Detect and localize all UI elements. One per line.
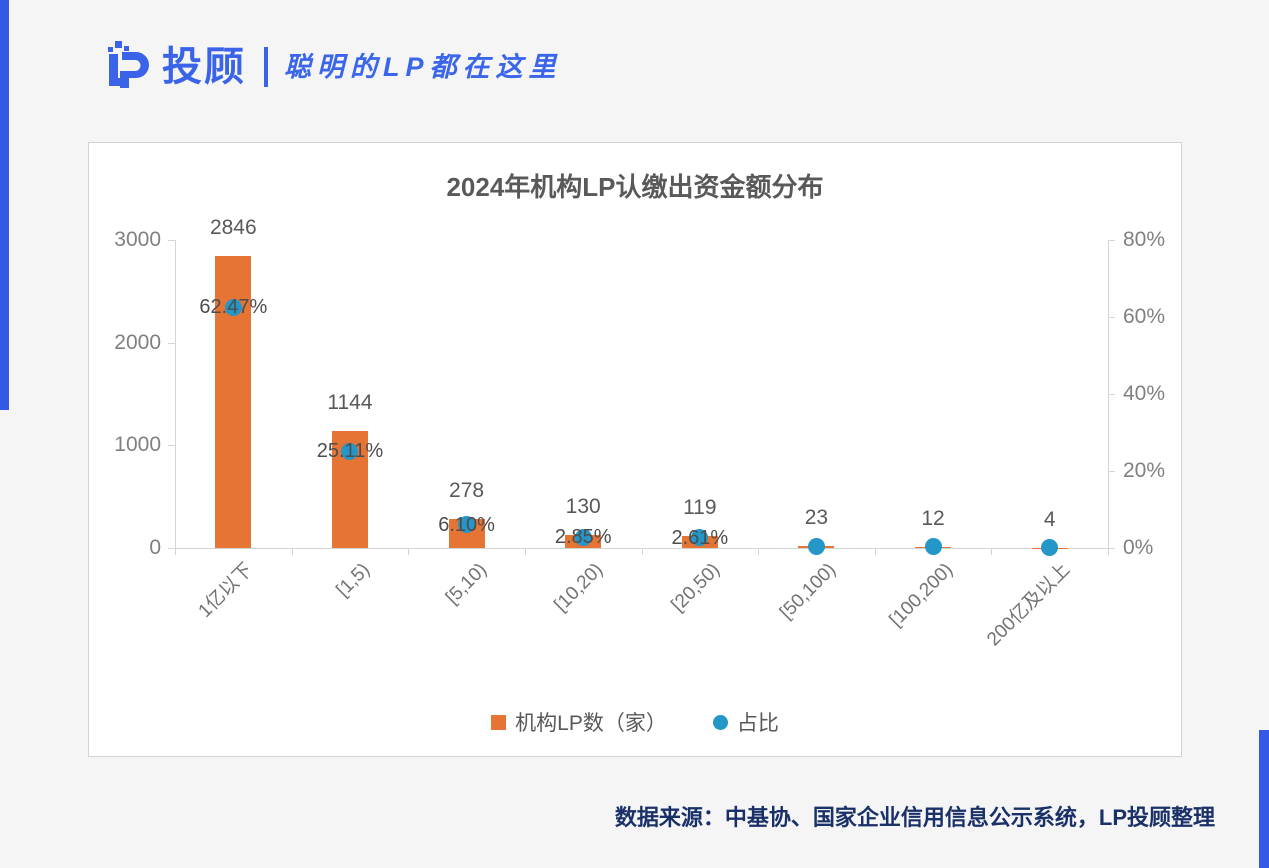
x-axis-tick bbox=[874, 549, 876, 555]
brand-logo: 投顾 聪明的LP都在这里 bbox=[100, 38, 562, 96]
right-axis-tick-label: 20% bbox=[1123, 459, 1166, 482]
legend-item-percentage[interactable]: 占比 bbox=[712, 707, 779, 737]
percentage-dot bbox=[691, 529, 709, 547]
x-axis-tick bbox=[758, 549, 760, 555]
left-axis-line bbox=[175, 240, 176, 548]
left-accent-bar bbox=[0, 0, 9, 410]
left-axis-tick bbox=[168, 548, 175, 549]
right-accent-bar bbox=[1259, 730, 1269, 868]
percentage-label: 2.61% bbox=[671, 526, 729, 549]
logo-wordmark: 投顾 bbox=[162, 45, 246, 89]
right-axis-tick-label: 60% bbox=[1123, 305, 1166, 328]
x-axis-tick bbox=[291, 549, 293, 555]
chart-card: 2024年机构LP认缴出资金额分布 0 1000 2000 3000 0% 20% 40% 6… bbox=[88, 142, 1182, 757]
chart-title: 2024年机构LP认缴出资金额分布 bbox=[446, 172, 824, 202]
bar-value-label: 278 bbox=[449, 479, 485, 503]
lp-logo-icon bbox=[100, 38, 156, 96]
percentage-label: 6.10% bbox=[438, 513, 495, 536]
right-axis-tick bbox=[1108, 240, 1115, 241]
percentage-dot bbox=[1041, 539, 1059, 557]
x-axis-tick bbox=[991, 549, 993, 555]
bar-value-label: 2846 bbox=[209, 215, 257, 239]
plot-area: 0 1000 2000 3000 0% 20% 40% 60% 80% 2846 62.47% 1亿以… bbox=[89, 143, 1181, 756]
logo-divider bbox=[264, 47, 268, 87]
left-axis-tick-label: 1000 bbox=[114, 433, 161, 457]
percentage-dot bbox=[574, 528, 592, 546]
dot-series-swatch bbox=[712, 714, 728, 730]
x-axis-line bbox=[175, 548, 1108, 549]
left-axis-tick bbox=[168, 240, 175, 241]
bar-series-swatch bbox=[491, 714, 507, 730]
bar-value-label: 23 bbox=[804, 505, 829, 529]
percentage-dot bbox=[341, 442, 359, 460]
x-axis-tick bbox=[175, 549, 176, 555]
left-axis-tick-label: 2000 bbox=[114, 330, 161, 354]
percentage-label: 2.85% bbox=[554, 526, 612, 549]
percentage-dot bbox=[807, 537, 825, 555]
x-axis-tick bbox=[641, 549, 643, 555]
logo-tagline: 聪明的LP都在这里 bbox=[284, 52, 562, 82]
right-axis-tick bbox=[1108, 548, 1115, 549]
bar-value-label: 4 bbox=[1043, 507, 1056, 531]
left-axis-tick-label: 3000 bbox=[114, 228, 161, 251]
legend-label: 机构LP数（家） bbox=[515, 712, 667, 735]
bar-value-label: 12 bbox=[921, 506, 945, 530]
right-axis-tick bbox=[1108, 317, 1115, 318]
percentage-label: 62.47% bbox=[199, 296, 268, 319]
x-axis-tick bbox=[524, 549, 526, 555]
percentage-dot bbox=[458, 516, 476, 533]
bar-value-label: 1144 bbox=[327, 390, 373, 414]
x-axis-tick bbox=[408, 549, 410, 555]
percentage-dot bbox=[224, 298, 242, 316]
right-axis-tick-label: 0% bbox=[1123, 536, 1154, 559]
x-axis-tick bbox=[1108, 549, 1109, 555]
right-axis-tick bbox=[1108, 471, 1115, 472]
percentage-dot bbox=[924, 538, 942, 556]
legend-label: 占比 bbox=[736, 712, 779, 735]
legend-item-lp-count[interactable]: 机构LP数（家） bbox=[491, 707, 667, 737]
left-axis-tick-label: 0 bbox=[149, 536, 161, 559]
percentage-label: 25.11% bbox=[316, 440, 384, 463]
left-axis-tick bbox=[168, 445, 175, 447]
right-axis-tick-label: 80% bbox=[1123, 228, 1166, 251]
left-axis-tick bbox=[168, 342, 175, 344]
bar-value-label: 130 bbox=[565, 494, 601, 518]
source-note: 数据来源：中基协、国家企业信用信息公示系统，LP投顾整理 bbox=[614, 805, 1215, 830]
chart-legend: 机构LP数（家） 占比 bbox=[89, 707, 1181, 737]
bar-value-label: 119 bbox=[683, 495, 717, 519]
right-axis-tick-label: 40% bbox=[1123, 382, 1166, 405]
right-axis-tick bbox=[1108, 394, 1115, 395]
